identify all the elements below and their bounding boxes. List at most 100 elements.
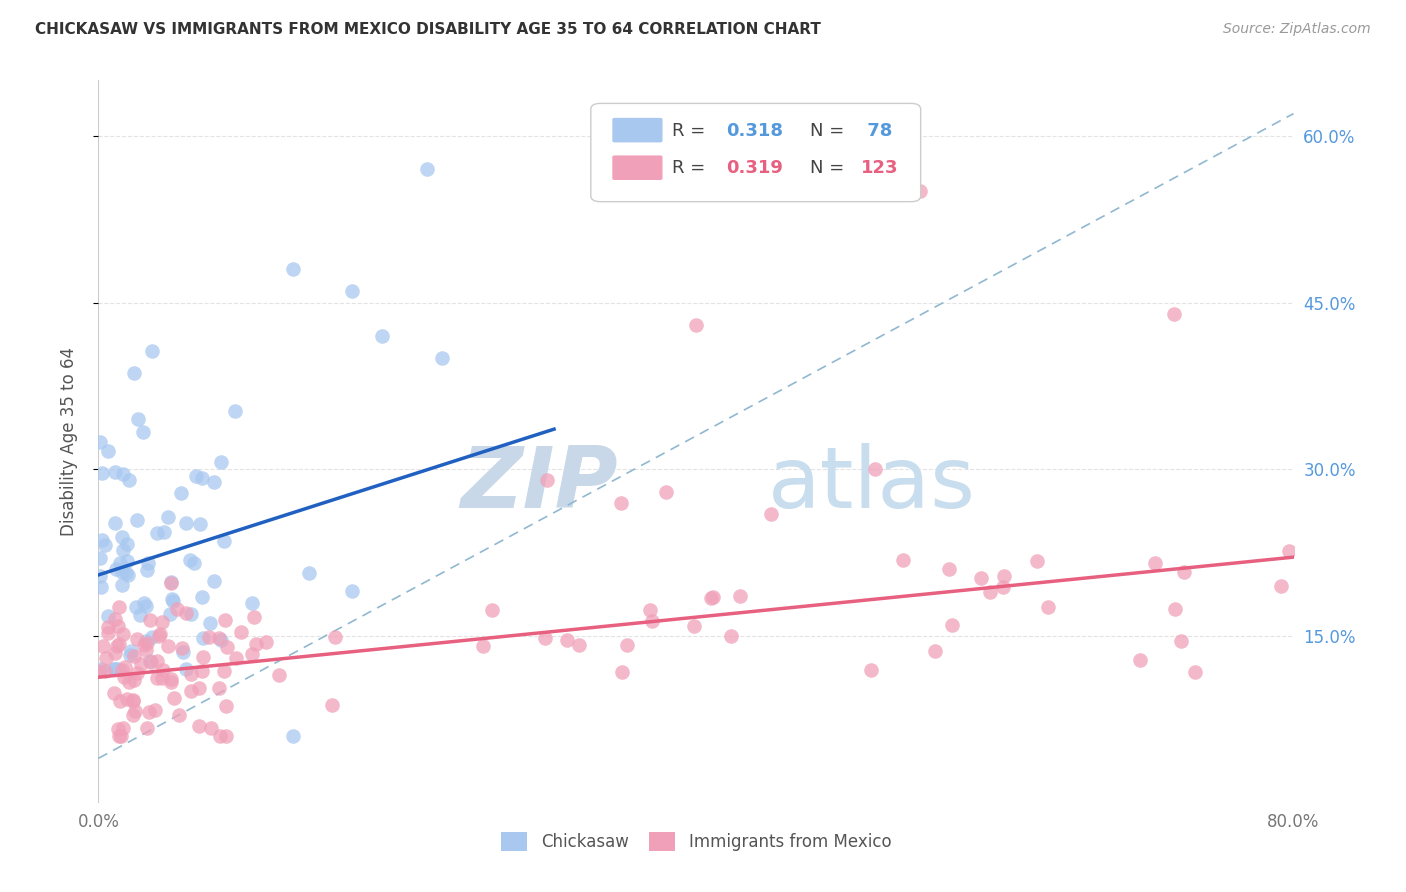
Text: 123: 123	[860, 160, 898, 178]
Point	[616, 638, 638, 652]
Point	[90, 662, 112, 676]
Point	[188, 516, 211, 531]
Point	[568, 638, 591, 652]
Point	[416, 162, 439, 177]
Point	[209, 454, 232, 468]
Point	[193, 650, 215, 665]
Point	[115, 566, 138, 581]
Point	[991, 581, 1014, 595]
Point	[190, 471, 212, 485]
Point	[104, 662, 127, 676]
Point	[97, 609, 120, 624]
Point	[993, 569, 1015, 583]
Point	[124, 648, 146, 663]
Point	[229, 624, 252, 639]
Point	[187, 719, 209, 733]
Point	[267, 668, 290, 682]
Point	[159, 672, 181, 686]
Point	[321, 698, 343, 712]
Point	[115, 692, 138, 706]
Point	[323, 630, 346, 644]
Point	[122, 673, 145, 687]
Point	[104, 646, 127, 660]
Point	[191, 664, 214, 678]
Point	[159, 607, 181, 622]
Point	[186, 469, 208, 483]
Point	[146, 671, 169, 685]
Point	[245, 637, 267, 651]
Point	[134, 638, 156, 652]
Point	[122, 708, 145, 723]
Point	[180, 666, 202, 681]
Point	[115, 537, 138, 551]
Point	[146, 654, 169, 668]
Point	[198, 630, 221, 644]
Point	[135, 563, 157, 577]
Point	[87, 664, 110, 678]
Point	[207, 631, 229, 645]
Point	[108, 694, 131, 708]
Point	[138, 613, 160, 627]
Point	[610, 665, 633, 680]
Point	[208, 681, 231, 695]
Point	[160, 591, 183, 606]
Point	[115, 553, 138, 567]
Point	[97, 620, 120, 634]
Point	[183, 556, 205, 570]
Point	[104, 465, 127, 479]
Point	[107, 618, 129, 632]
Text: 78: 78	[860, 122, 893, 140]
Point	[170, 485, 193, 500]
Point	[124, 705, 146, 719]
Point	[157, 640, 180, 654]
Point	[141, 631, 163, 645]
Point	[685, 318, 707, 332]
Point	[208, 729, 231, 743]
Point	[555, 633, 578, 648]
Point	[91, 533, 114, 547]
Legend: Chickasaw, Immigrants from Mexico: Chickasaw, Immigrants from Mexico	[492, 823, 900, 860]
Point	[212, 533, 235, 548]
Point	[200, 721, 222, 735]
Point	[104, 612, 127, 626]
Point	[242, 609, 264, 624]
Point	[941, 618, 963, 632]
Point	[111, 543, 134, 558]
Point	[103, 662, 125, 676]
Point	[108, 637, 131, 651]
Point	[1163, 307, 1185, 321]
Point	[149, 627, 172, 641]
Point	[112, 467, 135, 482]
Point	[759, 507, 782, 521]
Point	[172, 645, 194, 659]
Point	[112, 722, 135, 736]
Point	[281, 262, 304, 277]
Point	[191, 590, 214, 604]
Text: 0.319: 0.319	[725, 160, 783, 178]
Point	[108, 729, 131, 743]
Point	[198, 615, 221, 630]
Point	[138, 705, 160, 719]
Point	[139, 654, 162, 668]
Point	[135, 599, 157, 614]
Point	[122, 366, 145, 380]
Point	[107, 722, 129, 736]
Point	[641, 615, 664, 629]
Point	[132, 425, 155, 439]
Point	[120, 644, 142, 658]
Point	[176, 516, 198, 530]
Point	[430, 351, 453, 366]
Point	[136, 556, 159, 570]
Point	[111, 627, 134, 641]
Point	[172, 641, 194, 656]
Y-axis label: Disability Age 35 to 64: Disability Age 35 to 64	[59, 347, 77, 536]
Point	[533, 631, 555, 645]
Point	[152, 663, 174, 677]
Point	[1036, 599, 1059, 614]
Point	[202, 475, 225, 490]
Point	[105, 640, 128, 654]
Point	[214, 664, 236, 678]
Point	[127, 632, 149, 646]
Point	[127, 412, 149, 426]
FancyBboxPatch shape	[613, 118, 662, 143]
